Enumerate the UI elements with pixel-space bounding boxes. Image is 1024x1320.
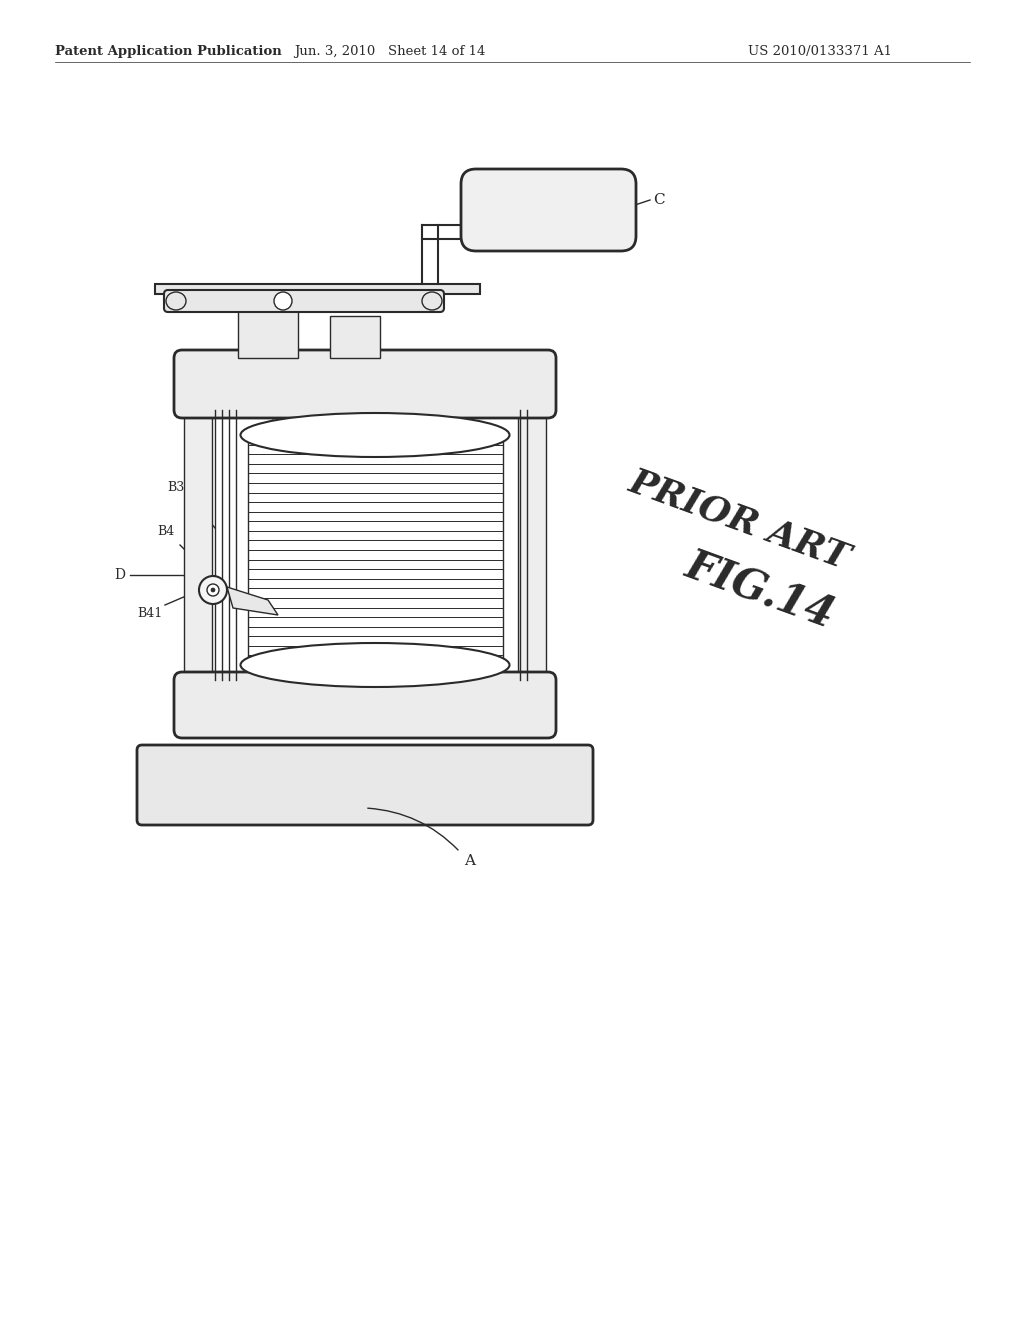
Text: B4: B4 (158, 525, 175, 539)
Text: Patent Application Publication: Patent Application Publication (55, 45, 282, 58)
Text: PRIOR ART: PRIOR ART (625, 465, 855, 576)
FancyBboxPatch shape (461, 169, 636, 251)
Circle shape (274, 292, 292, 310)
Polygon shape (227, 587, 278, 615)
Circle shape (207, 583, 219, 597)
Ellipse shape (422, 292, 442, 310)
FancyBboxPatch shape (155, 284, 480, 294)
Bar (518, 411, 546, 680)
Text: A: A (464, 854, 475, 869)
FancyBboxPatch shape (330, 315, 380, 358)
Ellipse shape (241, 643, 510, 686)
Text: D: D (278, 704, 288, 717)
Text: Jun. 3, 2010   Sheet 14 of 14: Jun. 3, 2010 Sheet 14 of 14 (294, 45, 485, 58)
Circle shape (211, 587, 215, 591)
Text: FIG.14: FIG.14 (680, 544, 841, 636)
Text: US 2010/0133371 A1: US 2010/0133371 A1 (748, 45, 892, 58)
FancyBboxPatch shape (174, 672, 556, 738)
Text: B3: B3 (168, 480, 185, 494)
Text: B41: B41 (138, 607, 163, 620)
Text: C: C (653, 193, 665, 207)
Circle shape (199, 576, 227, 605)
Bar (248, 436, 503, 665)
FancyBboxPatch shape (174, 350, 556, 418)
Text: D: D (114, 568, 125, 582)
Bar (184, 411, 212, 680)
FancyBboxPatch shape (164, 290, 444, 312)
FancyBboxPatch shape (137, 744, 593, 825)
Ellipse shape (241, 413, 510, 457)
FancyBboxPatch shape (238, 308, 298, 358)
Text: A1: A1 (480, 656, 497, 669)
Ellipse shape (166, 292, 186, 310)
Text: B1: B1 (270, 404, 288, 417)
